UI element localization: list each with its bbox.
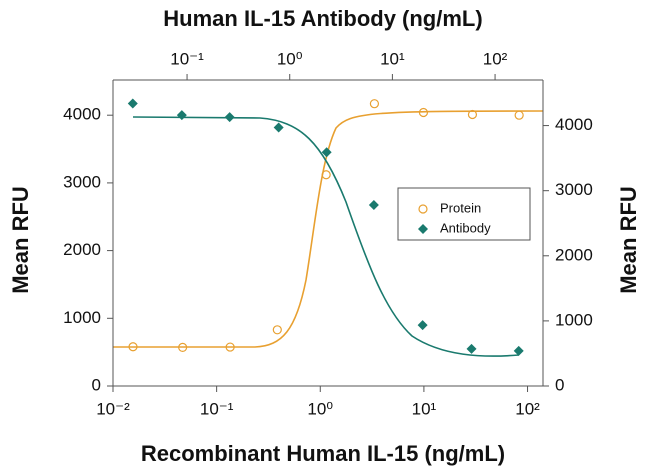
circle-point <box>418 107 429 118</box>
diamond-point <box>321 147 332 158</box>
y2-tick-label: 1000 <box>555 310 593 329</box>
circle-point <box>178 342 188 353</box>
antibody-fit-curve <box>132 116 520 357</box>
y2-tick-label: 3000 <box>555 180 593 199</box>
x-tick-label: 10² <box>515 399 540 418</box>
y-tick-label: 4000 <box>63 105 101 124</box>
y-tick-label: 0 <box>92 375 101 394</box>
circle-point <box>369 99 380 109</box>
y-tick-label: 1000 <box>63 308 101 327</box>
circle-point <box>467 109 478 120</box>
diamond-point <box>368 200 379 211</box>
legend-marker <box>418 204 428 214</box>
circle-point <box>128 342 138 352</box>
circle-point <box>321 170 331 180</box>
y2-tick-label: 4000 <box>555 115 593 134</box>
circle-point <box>225 342 235 352</box>
x2-tick-label: 10¹ <box>380 49 405 68</box>
diamond-point <box>127 98 138 109</box>
legend-label: Antibody <box>440 220 491 235</box>
y-tick-label: 3000 <box>63 172 101 191</box>
diamond-point <box>273 122 284 133</box>
legend-marker <box>418 224 428 234</box>
diamond-point <box>417 320 428 331</box>
x-tick-label: 10⁻² <box>96 399 130 418</box>
diamond-point <box>466 343 477 354</box>
y2-tick-label: 0 <box>555 375 564 394</box>
x2-tick-label: 10⁻¹ <box>170 49 204 68</box>
diamond-point <box>224 112 235 123</box>
circle-point <box>272 325 282 335</box>
circle-point <box>514 110 524 120</box>
y2-tick-label: 2000 <box>555 245 593 264</box>
x-tick-label: 10¹ <box>412 399 437 418</box>
top-axis-title: Human IL-15 Antibody (ng/mL) <box>163 6 482 31</box>
diamond-point <box>513 345 524 356</box>
diamond-point <box>176 110 187 121</box>
x2-tick-label: 10² <box>483 49 508 68</box>
legend-label: Protein <box>440 200 481 215</box>
x-axis-title: Recombinant Human IL-15 (ng/mL) <box>141 441 505 466</box>
x-tick-label: 10⁰ <box>307 399 333 418</box>
y-tick-label: 2000 <box>63 240 101 259</box>
y2-axis-title: Mean RFU <box>616 186 641 294</box>
x2-tick-label: 10⁰ <box>277 49 303 68</box>
legend-box <box>397 187 531 241</box>
x-tick-label: 10⁻¹ <box>200 399 234 418</box>
y-axis-title: Mean RFU <box>8 186 33 294</box>
